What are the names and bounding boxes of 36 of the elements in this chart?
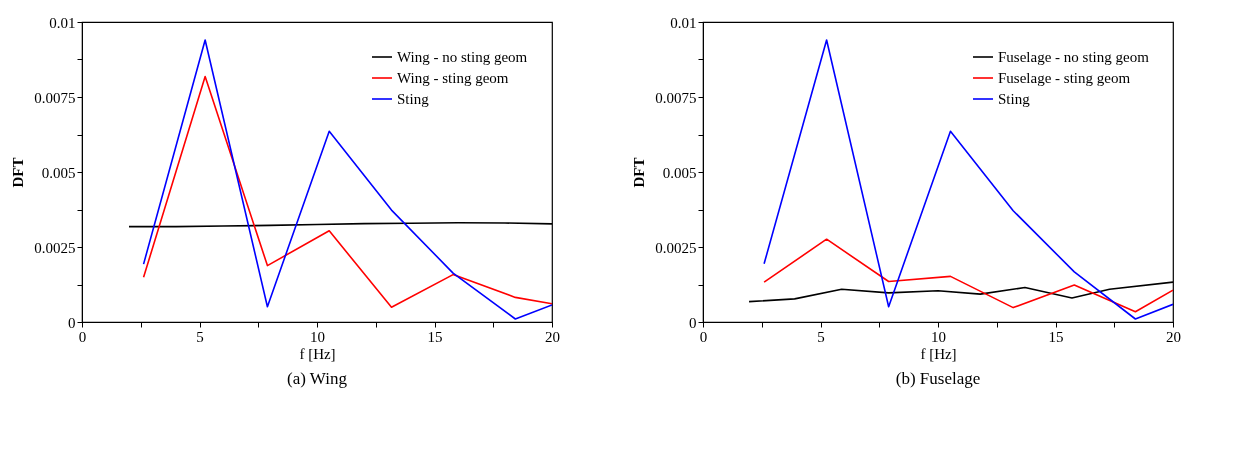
y-tick-label: 0.0075 (34, 89, 76, 106)
line-series (763, 39, 1173, 320)
x-tick-label: 10 (931, 328, 946, 345)
x-tick-label: 15 (1048, 328, 1064, 345)
y-axis-title: DFT (10, 157, 27, 188)
legend-label: Wing - no sting geom (397, 49, 528, 65)
y-tick-label: 0.005 (41, 164, 76, 181)
legend-label: Sting (397, 91, 430, 107)
x-axis-title: f [Hz] (299, 345, 336, 362)
legend-label: Fuselage - sting geom (998, 70, 1131, 86)
line-series (142, 75, 552, 309)
y-tick-label: 0.01 (670, 14, 697, 31)
x-tick-label: 5 (196, 328, 204, 345)
y-tick-label: 0.0025 (34, 239, 76, 256)
legend-label: Wing - sting geom (397, 70, 509, 86)
x-tick-label: 0 (78, 328, 87, 345)
x-tick-label: 20 (545, 328, 560, 345)
x-tick-label: 0 (699, 328, 708, 345)
y-tick-label: 0.005 (662, 164, 697, 181)
y-tick-label: 0 (68, 314, 76, 331)
y-tick-label: 0.01 (49, 14, 76, 31)
y-tick-label: 0.0025 (655, 239, 697, 256)
line-series (142, 39, 552, 320)
text: (a) Wing (287, 369, 348, 388)
x-axis-title: f [Hz] (920, 345, 957, 362)
y-axis-title: DFT (631, 157, 648, 188)
x-tick-label: 10 (310, 328, 325, 345)
x-tick-label: 5 (817, 328, 825, 345)
legend-label: Fuselage - no sting geom (998, 49, 1150, 65)
text: (b) Fuselage (895, 369, 981, 388)
legend-label: Sting (998, 91, 1031, 107)
x-tick-label: 15 (427, 328, 443, 345)
y-tick-label: 0.0075 (655, 89, 697, 106)
x-tick-label: 20 (1166, 328, 1181, 345)
y-tick-label: 0 (689, 314, 697, 331)
line-series (763, 238, 1173, 313)
